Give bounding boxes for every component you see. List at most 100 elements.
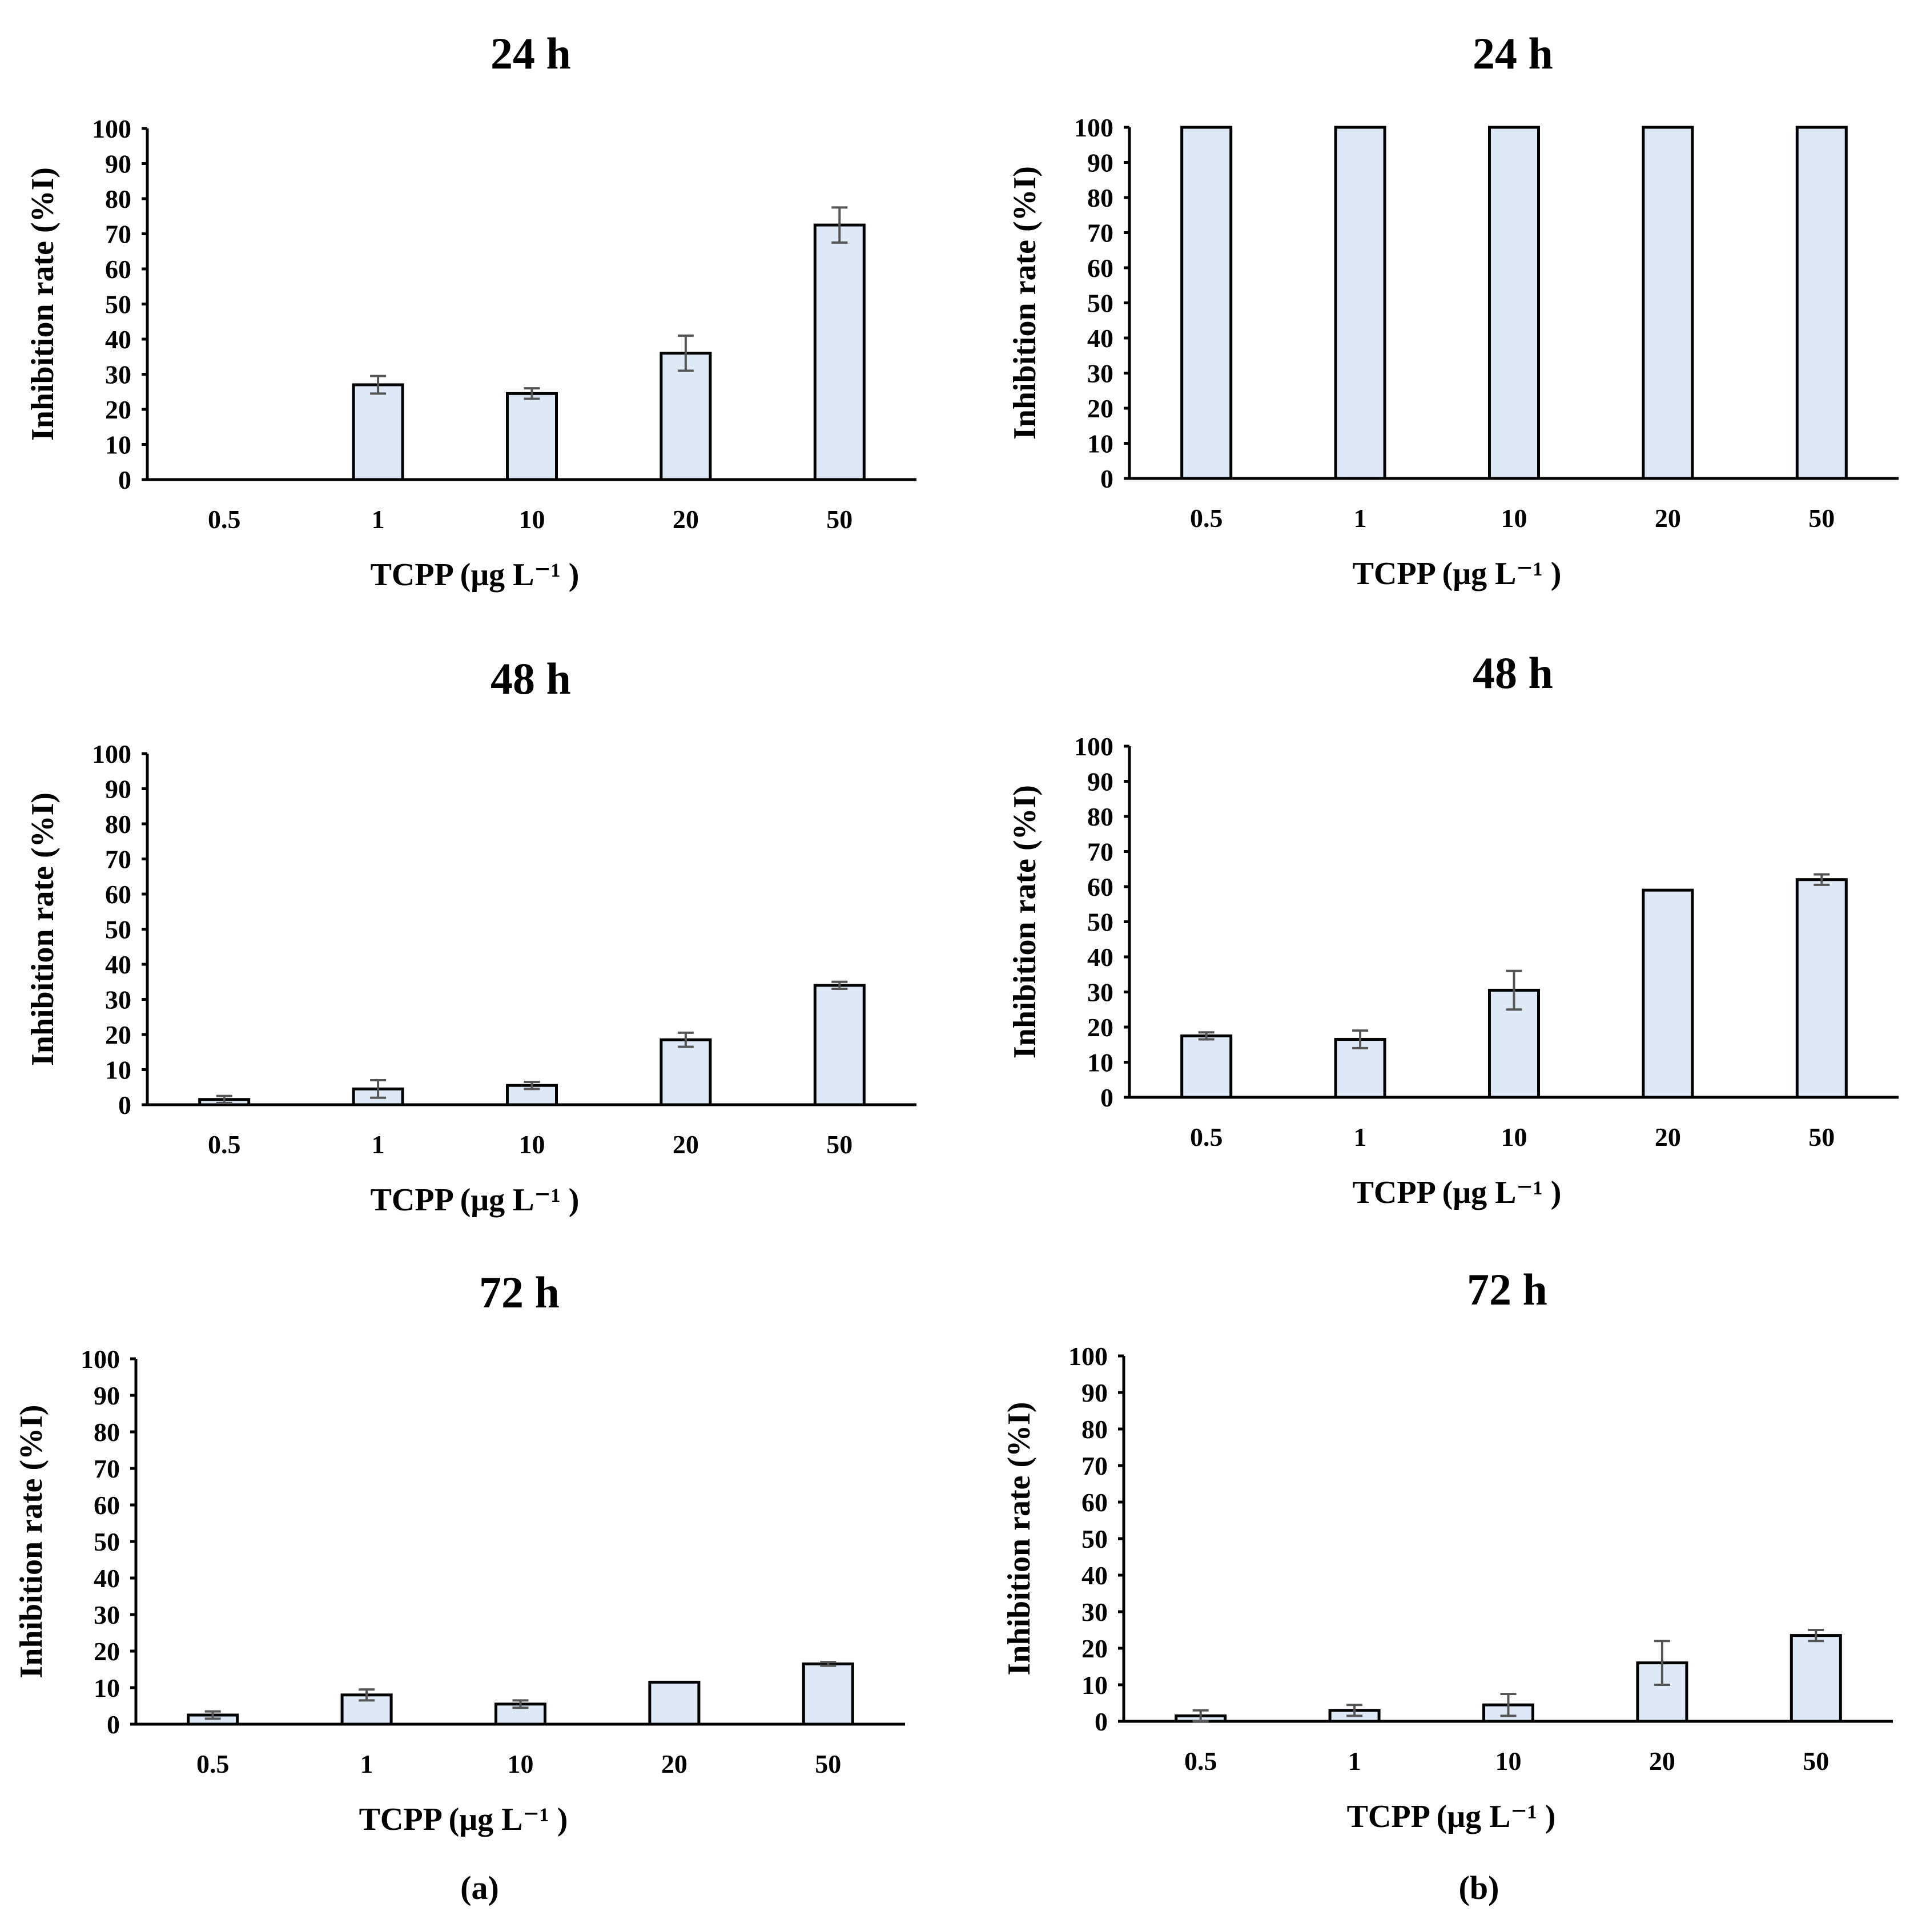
bar-20 bbox=[1642, 888, 1694, 1099]
y-tick-label: 10 bbox=[105, 430, 131, 460]
x-tick-label: 0.5 bbox=[1190, 504, 1223, 533]
x-tick-label: 50 bbox=[826, 505, 853, 534]
y-tick-label: 30 bbox=[1081, 1597, 1108, 1627]
chart-title: 24 h bbox=[490, 29, 571, 78]
x-tick-label: 20 bbox=[1655, 504, 1681, 533]
error-bar-1 bbox=[370, 1078, 387, 1099]
y-tick-label: 60 bbox=[1087, 872, 1113, 901]
y-tick-label: 80 bbox=[1087, 802, 1113, 831]
y-tick-label: 30 bbox=[1087, 359, 1113, 388]
x-axis-label: TCPP (μg L⁻¹ ) bbox=[359, 1802, 568, 1837]
x-tick-label: 1 bbox=[360, 1749, 373, 1778]
chart-title: 48 h bbox=[1473, 648, 1553, 698]
y-axis-label: Inhibition rate (%I) bbox=[1007, 166, 1043, 440]
error-bar-10 bbox=[1506, 969, 1522, 1011]
chart-48h-a: 48 h 0 10 20 30 40 50 60 70 80 90 100 Inhibition rat… bbox=[25, 654, 916, 1218]
x-tick-label: 10 bbox=[1501, 504, 1527, 533]
error-bar-1 bbox=[370, 375, 387, 395]
y-tick-label: 40 bbox=[1081, 1561, 1108, 1590]
y-tick-label: 50 bbox=[1081, 1524, 1108, 1553]
y-tick-label: 50 bbox=[1087, 289, 1113, 318]
y-tick-label: 100 bbox=[81, 1345, 120, 1374]
y-tick-label: 20 bbox=[1081, 1634, 1108, 1663]
y-tick-label: 20 bbox=[105, 1020, 131, 1049]
y-tick-label: 100 bbox=[1074, 113, 1113, 142]
error-bar-20 bbox=[1654, 1640, 1670, 1686]
panel-label-b: (b) bbox=[1459, 1869, 1499, 1906]
bar-1 bbox=[352, 383, 404, 481]
y-tick-label: 100 bbox=[92, 739, 131, 768]
y-tick-label: 90 bbox=[105, 775, 131, 804]
y-tick-label: 10 bbox=[105, 1056, 131, 1085]
chart-72h-a: 72 h 0 10 20 30 40 50 60 70 80 90 100 Inhibition rat… bbox=[14, 1267, 905, 1837]
y-tick-label: 70 bbox=[105, 220, 131, 249]
y-tick-label: 40 bbox=[94, 1564, 120, 1593]
x-tick-label: 20 bbox=[673, 505, 699, 534]
y-tick-label: 40 bbox=[1087, 943, 1113, 972]
bar-0.5 bbox=[1180, 1034, 1233, 1099]
y-tick-label: 30 bbox=[105, 360, 131, 389]
error-bar-1 bbox=[359, 1688, 375, 1702]
y-tick-label: 20 bbox=[1087, 1013, 1113, 1042]
error-bar-50 bbox=[831, 980, 848, 991]
bar-20 bbox=[660, 352, 712, 481]
y-tick-label: 70 bbox=[105, 845, 131, 874]
y-tick-label: 80 bbox=[1081, 1415, 1108, 1444]
y-axis-label: Inhibition rate (%I) bbox=[25, 792, 61, 1066]
x-axis-label: TCPP (μg L⁻¹ ) bbox=[371, 557, 580, 593]
y-tick-label: 50 bbox=[105, 290, 131, 319]
y-tick-label: 20 bbox=[1087, 394, 1113, 423]
y-axis-label: Inhibition rate (%I) bbox=[1007, 785, 1043, 1058]
y-tick-label: 60 bbox=[94, 1491, 120, 1520]
error-bar-10 bbox=[512, 1699, 529, 1709]
y-tick-label: 90 bbox=[105, 150, 131, 179]
x-tick-label: 0.5 bbox=[1190, 1122, 1223, 1152]
y-tick-label: 50 bbox=[1087, 908, 1113, 937]
y-tick-label: 60 bbox=[1081, 1488, 1108, 1517]
y-tick-label: 40 bbox=[1087, 324, 1113, 353]
x-axis-label: TCPP (μg L⁻¹ ) bbox=[371, 1182, 580, 1218]
y-tick-label: 90 bbox=[1081, 1378, 1108, 1407]
y-tick-label: 80 bbox=[105, 810, 131, 839]
chart-24h-a: 24 h 0 10 20 30 40 50 60 70 80 90 100 Inhibition rat… bbox=[25, 29, 916, 593]
chart-72h-b: 72 h 0 10 20 30 40 50 60 70 80 90 100 Inhibition rat… bbox=[1002, 1265, 1893, 1834]
y-tick-label: 90 bbox=[1087, 148, 1113, 178]
error-bar-0.5 bbox=[1192, 1709, 1209, 1722]
error-bar-0.5 bbox=[204, 1710, 221, 1720]
bar-50 bbox=[813, 223, 866, 481]
x-tick-label: 0.5 bbox=[208, 1130, 241, 1159]
y-tick-label: 50 bbox=[105, 915, 131, 944]
x-tick-label: 20 bbox=[661, 1749, 687, 1778]
y-tick-label: 70 bbox=[94, 1454, 120, 1483]
bar-50 bbox=[802, 1662, 854, 1726]
error-bar-50 bbox=[820, 1661, 837, 1667]
y-tick-label: 60 bbox=[1087, 253, 1113, 283]
x-tick-label: 50 bbox=[1808, 1122, 1835, 1152]
y-axis-label: Inhibition rate (%I) bbox=[1002, 1402, 1037, 1675]
chart-title: 48 h bbox=[490, 654, 571, 703]
x-axis-label: TCPP (μg L⁻¹ ) bbox=[1353, 1175, 1562, 1210]
x-tick-label: 0.5 bbox=[1184, 1746, 1217, 1776]
y-tick-label: 100 bbox=[92, 114, 131, 143]
x-tick-label: 1 bbox=[372, 505, 385, 534]
bar-20 bbox=[1642, 126, 1694, 480]
error-bar-50 bbox=[831, 206, 848, 244]
chart-title: 72 h bbox=[479, 1267, 560, 1317]
bar-10 bbox=[506, 392, 558, 481]
error-bar-10 bbox=[524, 1081, 540, 1090]
bar-50 bbox=[1795, 126, 1848, 480]
y-tick-label: 30 bbox=[1087, 978, 1113, 1007]
x-tick-label: 0.5 bbox=[208, 505, 241, 534]
error-bar-10 bbox=[524, 387, 540, 400]
x-tick-label: 50 bbox=[1803, 1746, 1829, 1776]
chart-24h-b: 24 h 0 10 20 30 40 50 60 70 80 90 100 Inhibition rat… bbox=[1007, 29, 1899, 591]
x-tick-label: 50 bbox=[826, 1130, 853, 1159]
y-tick-label: 100 bbox=[1068, 1342, 1108, 1371]
error-bar-20 bbox=[677, 334, 694, 372]
y-tick-label: 10 bbox=[1087, 429, 1113, 458]
bar-50 bbox=[1790, 1634, 1842, 1723]
x-tick-label: 10 bbox=[1495, 1746, 1522, 1776]
x-tick-label: 1 bbox=[1354, 1122, 1367, 1152]
error-bar-20 bbox=[677, 1031, 694, 1048]
